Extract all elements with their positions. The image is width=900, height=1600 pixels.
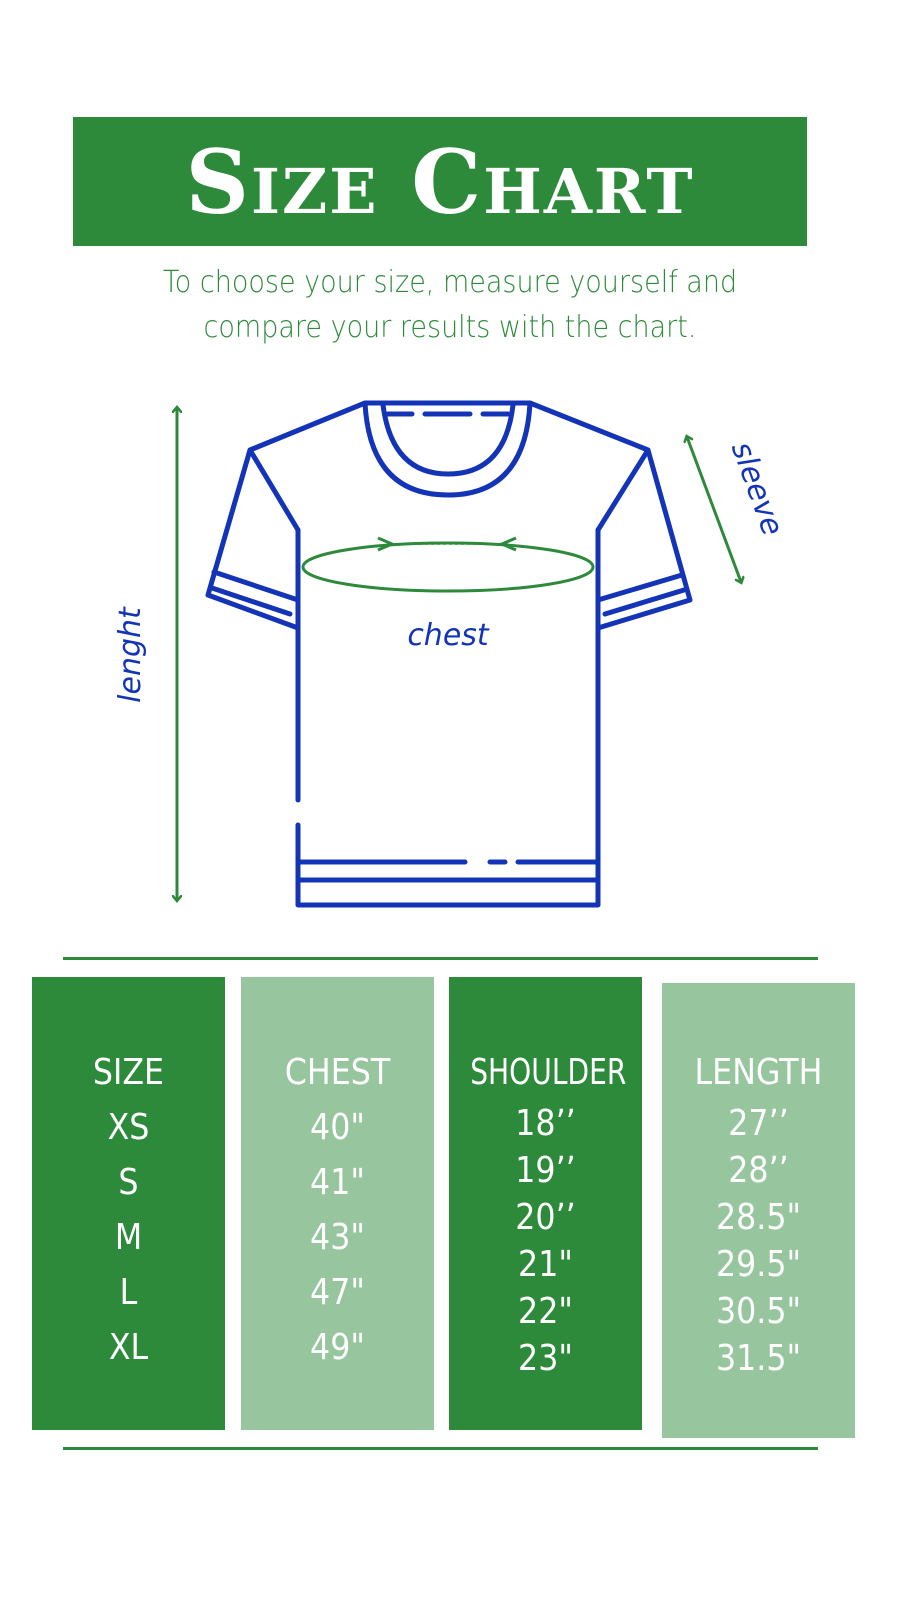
top-divider: [63, 957, 818, 960]
cell: 21": [518, 1244, 573, 1285]
cell: 40": [310, 1107, 365, 1148]
cell: 30.5": [715, 1291, 802, 1332]
measurement-lines: [177, 408, 741, 900]
cell: 22": [518, 1291, 573, 1332]
cell: 20’’: [515, 1197, 576, 1238]
bottom-divider: [63, 1447, 818, 1450]
page-title: Size Chart: [185, 129, 695, 234]
sleeve-arrow: [687, 437, 741, 582]
subtitle-line: To choose your size, measure yourself an…: [162, 265, 738, 300]
tshirt-diagram: chest lenght sleeve: [113, 400, 790, 908]
cell: 43": [310, 1217, 365, 1258]
cell: S: [118, 1162, 139, 1203]
cell: 31.5": [715, 1338, 802, 1379]
subtitle-line: compare your results with the chart.: [203, 310, 697, 345]
column-header: SIZE: [92, 1052, 165, 1093]
cell: 28’’: [728, 1150, 789, 1191]
column-header: LENGTH: [694, 1052, 823, 1093]
cell: 29.5": [715, 1244, 802, 1285]
tshirt-outline: [205, 400, 693, 908]
cell: 23": [518, 1338, 573, 1379]
chest-label: chest: [407, 618, 490, 653]
column-header: CHEST: [284, 1052, 391, 1093]
cell: XS: [107, 1107, 150, 1148]
shoulder-column: SHOULDER 18’’ 19’’ 20’’ 21" 22" 23": [449, 977, 642, 1430]
cell: XL: [108, 1327, 149, 1368]
chest-ellipse: [301, 541, 595, 593]
subtitle: To choose your size, measure yourself an…: [0, 260, 900, 350]
cell: 28.5": [715, 1197, 802, 1238]
sleeve-label: sleeve: [724, 437, 790, 540]
cell: 19’’: [515, 1150, 576, 1191]
title-banner: Size Chart: [73, 117, 807, 246]
cell: 49": [310, 1327, 365, 1368]
cell: M: [114, 1217, 143, 1258]
column-header: SHOULDER: [470, 1052, 627, 1093]
cell: 47": [310, 1272, 365, 1313]
size-column: SIZE XS S M L XL: [32, 977, 225, 1430]
length-label: lenght: [113, 606, 148, 703]
length-column: LENGTH 27’’ 28’’ 28.5" 29.5" 30.5" 31.5": [662, 983, 855, 1438]
cell: 41": [310, 1162, 365, 1203]
cell: L: [119, 1272, 138, 1313]
chest-column: CHEST 40" 41" 43" 47" 49": [241, 977, 434, 1430]
cell: 18’’: [515, 1103, 576, 1144]
chest-arrowheads: [377, 536, 517, 552]
cell: 27’’: [728, 1103, 789, 1144]
